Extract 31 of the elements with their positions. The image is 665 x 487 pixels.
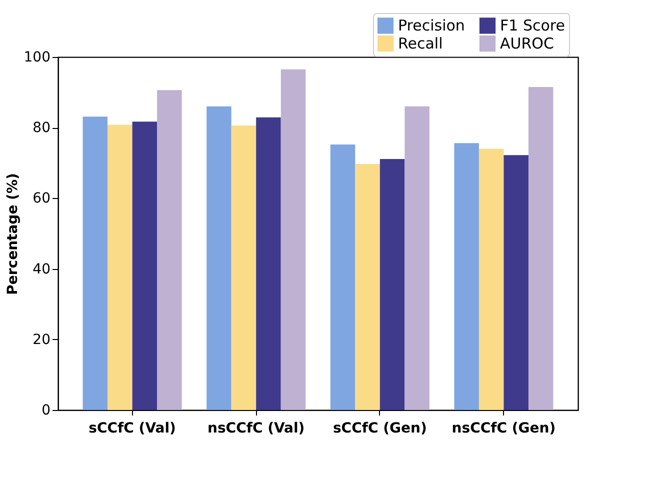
y-axis-title: Percentage (%) bbox=[4, 173, 21, 295]
bar bbox=[256, 117, 281, 410]
bar bbox=[330, 144, 356, 410]
x-tick-label: nsCCfC (Gen) bbox=[452, 420, 556, 436]
bar bbox=[478, 148, 504, 410]
x-tick-label: sCCfC (Gen) bbox=[332, 420, 427, 436]
y-tick-label: 60 bbox=[32, 190, 50, 207]
x-tick-label: nsCCfC (Val) bbox=[207, 420, 305, 436]
bar bbox=[206, 106, 232, 410]
legend-label: Recall bbox=[398, 34, 443, 52]
bar bbox=[157, 90, 182, 410]
y-tick-label: 40 bbox=[32, 261, 50, 278]
y-tick-label: 20 bbox=[32, 332, 50, 348]
y-tick-label: 100 bbox=[24, 50, 50, 66]
bar bbox=[454, 143, 479, 410]
bar bbox=[108, 124, 132, 410]
legend-label: Precision bbox=[398, 16, 465, 35]
bar bbox=[231, 125, 256, 410]
bar bbox=[404, 106, 430, 410]
bar bbox=[280, 69, 306, 410]
y-tick-label: 0 bbox=[42, 402, 50, 418]
bar bbox=[528, 87, 554, 410]
legend-label: F1 Score bbox=[500, 16, 565, 35]
bar bbox=[380, 159, 405, 410]
bar bbox=[82, 116, 108, 410]
bar bbox=[355, 164, 380, 410]
x-tick-label: sCCfC (Val) bbox=[88, 420, 176, 436]
y-tick-label: 80 bbox=[32, 120, 50, 136]
bar bbox=[504, 155, 528, 410]
bar bbox=[132, 122, 158, 410]
legend-label: AUROC bbox=[500, 34, 554, 52]
